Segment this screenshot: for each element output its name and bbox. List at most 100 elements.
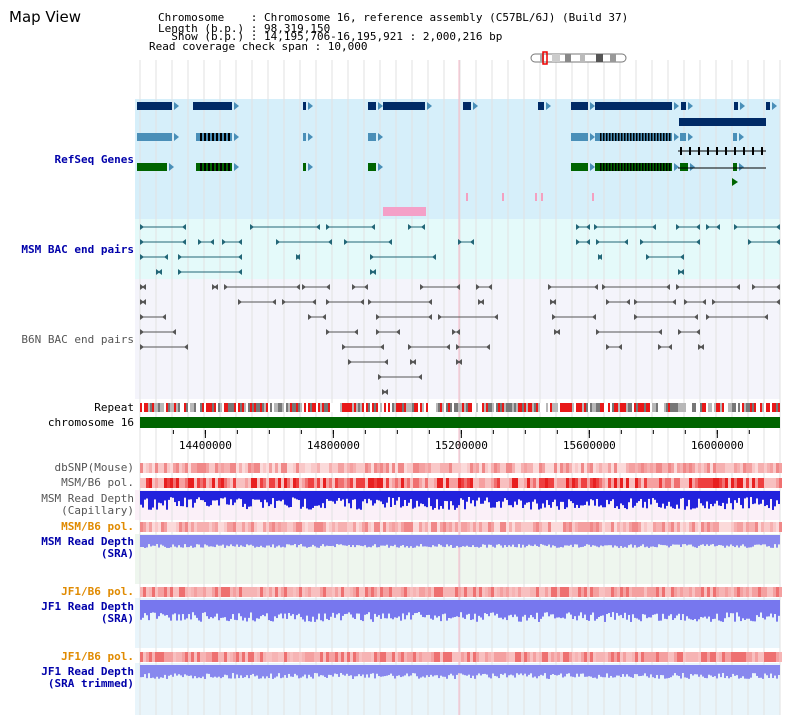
depth-segment[interactable] — [208, 491, 210, 507]
depth-segment[interactable] — [758, 665, 760, 678]
pol-segment[interactable] — [749, 652, 752, 662]
pol-segment[interactable] — [362, 522, 365, 532]
depth-segment[interactable] — [496, 535, 498, 545]
pol-segment[interactable] — [674, 522, 677, 532]
pol-segment[interactable] — [590, 652, 593, 662]
repeat-segment[interactable] — [416, 403, 418, 412]
pol-segment[interactable] — [473, 522, 476, 532]
b6n-bac-end[interactable] — [418, 374, 422, 380]
depth-segment[interactable] — [708, 491, 710, 509]
pol-segment[interactable] — [572, 522, 575, 532]
pol-segment[interactable] — [176, 587, 179, 597]
depth-segment[interactable] — [484, 600, 486, 614]
depth-segment[interactable] — [682, 665, 684, 674]
dbsnp-segment[interactable] — [683, 463, 686, 473]
pol-segment[interactable] — [617, 522, 620, 532]
pol-segment[interactable] — [686, 652, 689, 662]
depth-segment[interactable] — [544, 665, 546, 674]
depth-segment[interactable] — [150, 665, 152, 679]
depth-segment[interactable] — [218, 535, 220, 546]
depth-segment[interactable] — [466, 600, 468, 615]
depth-segment[interactable] — [478, 665, 480, 674]
repeat-segment[interactable] — [520, 403, 522, 412]
pol-segment[interactable] — [632, 587, 635, 597]
depth-segment[interactable] — [472, 665, 474, 676]
pol-segment[interactable] — [293, 587, 296, 597]
depth-segment[interactable] — [596, 491, 598, 499]
pol-segment[interactable] — [410, 652, 413, 662]
depth-segment[interactable] — [770, 600, 772, 614]
depth-segment[interactable] — [462, 491, 464, 500]
dbsnp-segment[interactable] — [377, 463, 380, 473]
depth-segment[interactable] — [276, 491, 278, 501]
depth-segment[interactable] — [496, 600, 498, 614]
pol-segment[interactable] — [665, 587, 668, 597]
pol-segment[interactable] — [677, 478, 680, 488]
depth-segment[interactable] — [570, 491, 572, 502]
depth-segment[interactable] — [254, 665, 256, 677]
depth-segment[interactable] — [750, 491, 752, 498]
depth-segment[interactable] — [476, 665, 478, 676]
depth-segment[interactable] — [756, 600, 758, 616]
pol-segment[interactable] — [410, 587, 413, 597]
repeat-segment[interactable] — [630, 403, 632, 412]
depth-segment[interactable] — [672, 491, 674, 509]
depth-segment[interactable] — [144, 535, 146, 548]
pol-segment[interactable] — [755, 478, 758, 488]
depth-segment[interactable] — [368, 665, 370, 678]
gene-exon[interactable] — [663, 163, 665, 171]
pol-segment[interactable] — [167, 478, 170, 488]
depth-segment[interactable] — [396, 600, 398, 618]
dbsnp-segment[interactable] — [626, 463, 629, 473]
b6n-bac-track-bg[interactable] — [135, 279, 780, 399]
depth-segment[interactable] — [468, 491, 470, 498]
pol-segment[interactable] — [173, 522, 176, 532]
pol-segment[interactable] — [641, 587, 644, 597]
depth-segment[interactable] — [330, 491, 332, 501]
dbsnp-segment[interactable] — [434, 463, 437, 473]
depth-segment[interactable] — [402, 491, 404, 507]
pol-segment[interactable] — [425, 478, 428, 488]
dbsnp-segment[interactable] — [419, 463, 422, 473]
pol-segment[interactable] — [359, 587, 362, 597]
depth-segment[interactable] — [688, 665, 690, 679]
depth-segment[interactable] — [490, 600, 492, 613]
pol-segment[interactable] — [179, 652, 182, 662]
depth-segment[interactable] — [470, 600, 472, 621]
depth-segment[interactable] — [394, 600, 396, 618]
depth-segment[interactable] — [652, 535, 654, 547]
depth-segment[interactable] — [754, 600, 756, 622]
depth-segment[interactable] — [670, 535, 672, 546]
repeat-segment[interactable] — [688, 403, 690, 412]
depth-segment[interactable] — [144, 491, 146, 500]
pol-segment[interactable] — [638, 522, 641, 532]
depth-segment[interactable] — [654, 665, 656, 679]
depth-segment[interactable] — [328, 600, 330, 621]
depth-segment[interactable] — [278, 665, 280, 674]
pol-segment[interactable] — [197, 478, 200, 488]
repeat-segment[interactable] — [496, 403, 498, 412]
pol-segment[interactable] — [224, 478, 227, 488]
pol-segment[interactable] — [377, 522, 380, 532]
dbsnp-segment[interactable] — [224, 463, 227, 473]
repeat-segment[interactable] — [686, 403, 688, 412]
gene-exon[interactable] — [228, 163, 230, 171]
depth-segment[interactable] — [462, 600, 464, 618]
dbsnp-segment[interactable] — [530, 463, 533, 473]
msm-bac-end[interactable] — [576, 224, 580, 230]
depth-segment[interactable] — [210, 600, 212, 618]
pol-segment[interactable] — [149, 652, 152, 662]
msm-bac-end[interactable] — [458, 239, 462, 245]
depth-segment[interactable] — [222, 535, 224, 545]
b6n-bac-end[interactable] — [694, 314, 698, 320]
b6n-bac-end[interactable] — [494, 314, 498, 320]
depth-segment[interactable] — [420, 600, 422, 615]
dbsnp-segment[interactable] — [314, 463, 317, 473]
gene-segment[interactable] — [571, 163, 588, 171]
depth-segment[interactable] — [714, 491, 716, 504]
depth-segment[interactable] — [678, 600, 680, 614]
depth-segment[interactable] — [414, 491, 416, 508]
pol-segment[interactable] — [500, 522, 503, 532]
pol-segment[interactable] — [209, 652, 212, 662]
depth-segment[interactable] — [724, 600, 726, 619]
